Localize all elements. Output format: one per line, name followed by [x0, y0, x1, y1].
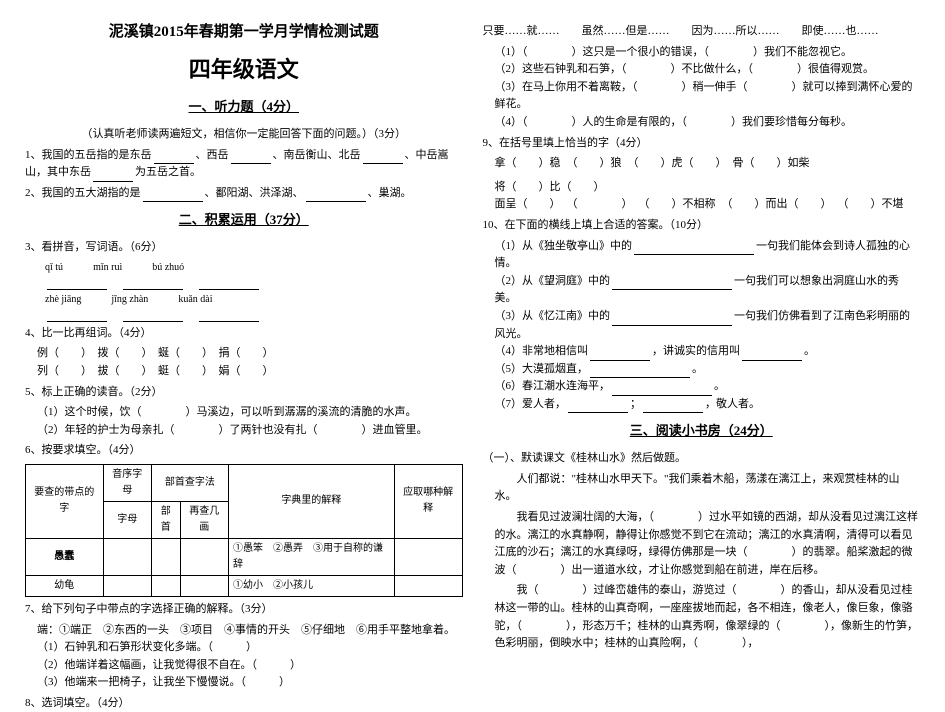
q3-pinyin-row2: zhè jiāng jīng zhàn kuǎn dài [45, 292, 463, 308]
q7-l3: （3）他端来一把椅子，让我坐下慢慢说。（ ） [37, 674, 463, 692]
q8-label: 8、选词填空。（4分） [25, 695, 463, 712]
section-2-title: 二、积累运用（37分） [25, 210, 463, 231]
q6-label: 6、按要求填空。（4分） [25, 442, 463, 460]
th-1: 音序字母 [103, 464, 151, 501]
q6-table: 要查的带点的字 音序字母 部首查字法 字典里的解释 应取哪种解释 字母 部首 再… [25, 464, 463, 597]
q5-line1: （1）这个时候，饮（ ）马溪边，可以听到潺潺的溪流的清脆的水声。 [37, 404, 463, 422]
th-merge: 部首查字法 [151, 464, 228, 501]
q7-l2: （2）他端详着这幅画，让我觉得很不自在。（ ） [37, 657, 463, 675]
exam-subtitle: 四年级语文 [25, 52, 463, 87]
q7-options: 端：①端正 ②东西的一头 ③项目 ④事情的开头 ⑤仔细地 ⑥用手平整地拿着。 [37, 622, 463, 640]
reading-p2: 我看见过波澜壮阔的大海，（ ）过水平如镜的西湖，却从没看见过漓江这样的水。漓江的… [495, 509, 921, 579]
q5-label: 5、标上正确的读音。（2分） [25, 384, 463, 402]
q3-blanks-1 [45, 278, 463, 290]
q9-label: 9、在括号里填上恰当的字（4分） [483, 135, 921, 153]
q3-blanks-2 [45, 310, 463, 322]
th-0: 要查的带点的字 [26, 464, 104, 538]
q3-pinyin-row1: qǐ tú mǐn ruì bú zhuó [45, 260, 463, 276]
th-sub: 字母 [103, 501, 151, 538]
reading-intro: （一）、默读课文《桂林山水》然后做题。 [483, 450, 921, 468]
table-row: 愚蠢 ①愚笨 ②愚弄 ③用于自称的谦辞 [26, 538, 463, 575]
q8-i1: （1）（ ）这只是一个很小的错误，（ ）我们不能忽视它。 [495, 44, 921, 62]
reading-p3: 我（ ）过峰峦雄伟的泰山，游览过（ ）的香山，却从没看见过桂林这一带的山。桂林的… [495, 582, 921, 652]
q10-7: （7）爱人者，；，敬人者。 [495, 396, 921, 414]
q4-row2: 列（ ） 拔（ ） 蜓（ ） 娟（ ） [37, 363, 463, 381]
q8-i3: （3）在马上你用不着离鞍，（ ）稍一伸手（ ）就可以捧到满怀心爱的鲜花。 [495, 79, 921, 114]
q8-conj: 只要……就…… 虽然……但是…… 因为……所以…… 即使……也…… [483, 23, 921, 41]
th-2: 部首 [151, 501, 180, 538]
q10-5: （5）大漠孤烟直，。 [495, 361, 921, 379]
th-3: 再查几画 [180, 501, 228, 538]
section-1-note: （认真听老师读两遍短文，相信你一定能回答下面的问题。）（3分） [25, 126, 463, 144]
th-4: 字典里的解释 [228, 464, 394, 538]
exam-title: 泥溪镇2015年春期第一学月学情检测试题 [25, 20, 463, 44]
q9-row2: 面呈（ ） （ ） （ ）不相称 （ ）而出（ ） （ ）不堪 [495, 196, 921, 214]
q1: 1、我国的五岳指的是东岳、西岳、南岳衡山、北岳、中岳嵩山，其中东岳为五岳之首。 [25, 147, 463, 182]
q10-6: （6）春江潮水连海平，。 [495, 378, 921, 396]
q5-line2: （2）年轻的护士为母亲扎（ ）了两针也没有扎（ ）进血管里。 [37, 422, 463, 440]
q7-l1: （1）石钟乳和石笋形状变化多端。（ ） [37, 639, 463, 657]
left-column: 泥溪镇2015年春期第一学月学情检测试题 四年级语文 一、听力题（4分） （认真… [15, 20, 473, 648]
q8-i4: （4）（ ）人的生命是有限的，（ ）我们要珍惜每分每秒。 [495, 114, 921, 132]
reading-p1: 人们都说："桂林山水甲天下。"我们乘着木船，荡漾在漓江上，来观赏桂林的山水。 [495, 471, 921, 506]
section-1-title: 一、听力题（4分） [25, 97, 463, 118]
q10-3: （3）从《忆江南》中的一句我们仿佛看到了江南色彩明丽的风光。 [495, 308, 921, 343]
q3-label: 3、看拼音，写词语。（6分） [25, 239, 463, 257]
th-5: 应取哪种解释 [394, 464, 462, 538]
section-3-title: 三、阅读小书房（24分） [483, 421, 921, 442]
q2: 2、我国的五大湖指的是、鄱阳湖、洪泽湖、、巢湖。 [25, 185, 463, 203]
q10-2: （2）从《望洞庭》中的一句我们可以想象出洞庭山水的秀美。 [495, 273, 921, 308]
table-row: 幼龟 ①幼小 ②小孩儿 [26, 575, 463, 596]
q10-label: 10、在下面的横线上填上合适的答案。（10分） [483, 217, 921, 235]
q9-row1: 拿（ ）稳 （ ）狼 （ ）虎（ ） 骨（ ）如柴 将（ ）比（ ） [495, 155, 921, 196]
q8-i2: （2）这些石钟乳和石笋，（ ）不比做什么，（ ）很值得观赏。 [495, 61, 921, 79]
q7-label: 7、给下列句子中带点的字选择正确的解释。（3分） [25, 601, 463, 619]
q4-label: 4、比一比再组词。（4分） [25, 325, 463, 343]
right-column: 只要……就…… 虽然……但是…… 因为……所以…… 即使……也…… （1）（ ）… [473, 20, 931, 648]
q10-4: （4）非常地相信叫，讲诚实的信用叫。 [495, 343, 921, 361]
q4-row1: 例（ ） 拨（ ） 蜒（ ） 捐（ ） [37, 345, 463, 363]
q10-1: （1）从《独坐敬亭山》中的一句我们能体会到诗人孤独的心情。 [495, 238, 921, 273]
